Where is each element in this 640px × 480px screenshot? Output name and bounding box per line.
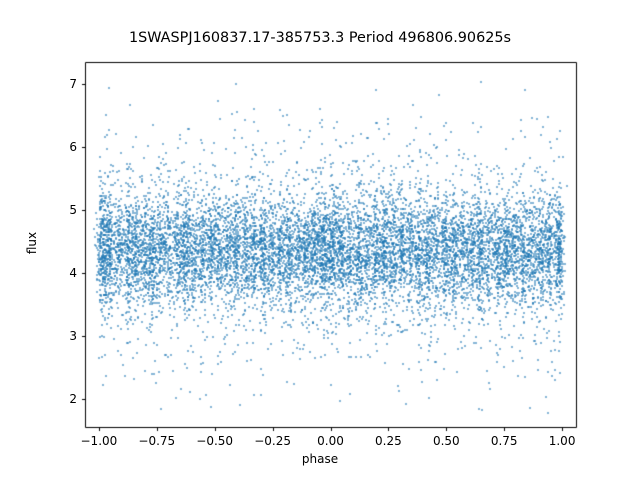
x-tick-label: 0.75 — [490, 434, 518, 448]
x-tick-label: −0.25 — [254, 434, 291, 448]
x-tick-label: 0.25 — [375, 434, 402, 448]
y-tick-label: 3 — [69, 328, 77, 343]
y-tick-label: 7 — [69, 77, 77, 92]
y-tick-label: 2 — [69, 391, 77, 406]
x-tick-label: −1.00 — [80, 434, 118, 448]
x-tick-label: 1.00 — [548, 434, 576, 448]
y-tick-label: 4 — [69, 265, 77, 280]
y-tick-label: 5 — [69, 202, 77, 217]
y-tick-label: 6 — [69, 139, 77, 154]
x-tick-label: −0.50 — [196, 434, 234, 448]
x-tick-label: 0.50 — [432, 434, 460, 448]
x-tick-label: −0.75 — [138, 434, 176, 448]
x-tick-label: 0.00 — [317, 434, 344, 448]
